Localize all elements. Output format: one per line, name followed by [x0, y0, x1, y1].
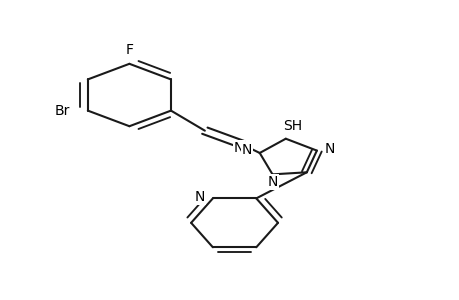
Text: N: N: [267, 175, 277, 189]
Text: N: N: [241, 143, 252, 157]
Text: N: N: [234, 141, 244, 154]
Text: F: F: [125, 44, 133, 57]
Text: SH: SH: [282, 119, 302, 133]
Text: N: N: [324, 142, 334, 156]
Text: Br: Br: [55, 103, 70, 118]
Text: N: N: [195, 190, 205, 204]
